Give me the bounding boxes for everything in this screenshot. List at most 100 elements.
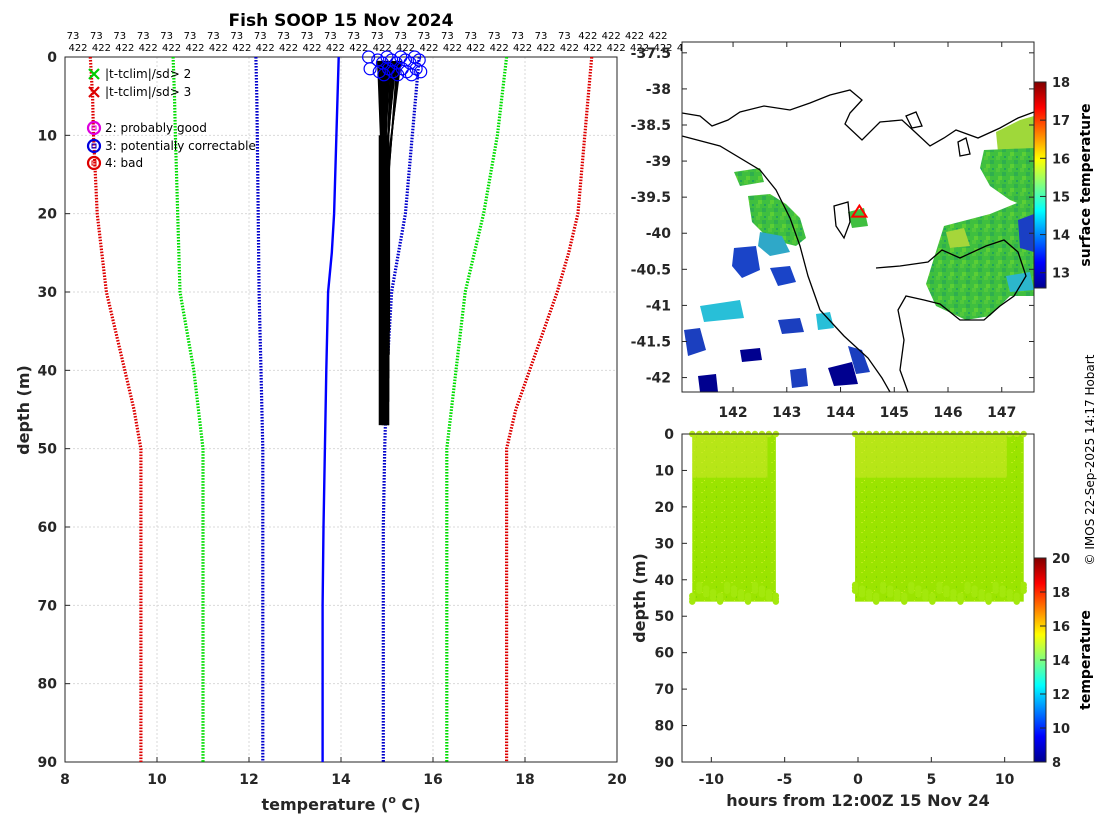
profile-count-label: 422 bbox=[607, 43, 626, 54]
profile-band bbox=[377, 60, 402, 426]
y-tick-label: 80 bbox=[38, 677, 58, 693]
profile-count-label: 422 bbox=[373, 43, 392, 54]
x-ticks: 8 10 12 14 16 18 20 bbox=[60, 757, 627, 788]
section-y-tick-label: 50 bbox=[655, 609, 675, 625]
profile-count-label: 422 bbox=[625, 31, 644, 42]
section-colorbar-ticks: 8 10 12 14 16 18 20 bbox=[1040, 552, 1070, 771]
profile-count-label: 422 bbox=[648, 31, 667, 42]
profile-count-label: 422 bbox=[232, 43, 251, 54]
section-point bbox=[936, 581, 943, 589]
profile-count-label: 73 bbox=[207, 31, 220, 42]
section-point bbox=[929, 592, 936, 600]
map-y-tick-label: -39.5 bbox=[631, 190, 671, 206]
profile-count-label: 422 bbox=[349, 43, 368, 54]
y-tick-label: 50 bbox=[38, 442, 58, 458]
profile-count-label: 73 bbox=[418, 31, 431, 42]
y-ticks: 0 10 20 30 40 50 60 70 80 90 bbox=[38, 50, 70, 771]
map-y-tick-label: -39 bbox=[646, 154, 671, 170]
section-point bbox=[908, 581, 915, 589]
section-point bbox=[992, 581, 999, 589]
section-point bbox=[737, 588, 745, 596]
colorbar-tick-label: 17 bbox=[1052, 114, 1070, 129]
series-clim-1sd bbox=[254, 56, 265, 762]
colorbar-tick-label: 13 bbox=[1052, 267, 1070, 282]
profile-count-label: 422 bbox=[209, 43, 228, 54]
profile-count-label: 73 bbox=[90, 31, 103, 42]
section-x-tick-label: -5 bbox=[777, 772, 793, 788]
profile-count-label: 422 bbox=[279, 43, 298, 54]
section-block bbox=[689, 430, 780, 605]
profile-count-label: 422 bbox=[602, 31, 621, 42]
profile-count-label: 422 bbox=[513, 43, 532, 54]
section-y-ticks: 0 10 20 30 40 50 60 70 80 90 bbox=[655, 427, 687, 771]
section-point bbox=[901, 592, 908, 600]
section-x-tick-label: -10 bbox=[699, 772, 725, 788]
section-point bbox=[1013, 592, 1020, 600]
section-y-tick-label: 40 bbox=[655, 573, 675, 589]
profile-count-label: 422 bbox=[490, 43, 509, 54]
coastline-king-island bbox=[833, 201, 851, 240]
legend-square-marker bbox=[91, 143, 97, 149]
legend: |t-tclim|/sd> 2 |t-tclim|/sd> 3 2: probabl… bbox=[86, 67, 256, 171]
profile-count-label: 73 bbox=[67, 31, 80, 42]
section-x-tick-label: 5 bbox=[926, 772, 936, 788]
profile-count-label: 73 bbox=[464, 31, 477, 42]
legend-circle-marker bbox=[86, 138, 102, 154]
series-clim-3sd bbox=[88, 56, 143, 762]
chart-title: Fish SOOP 15 Nov 2024 bbox=[229, 11, 454, 31]
colorbar-tick-label: 8 bbox=[1052, 756, 1061, 771]
series-layer bbox=[88, 50, 594, 762]
sst-patch-scatter-3 bbox=[740, 348, 762, 362]
y-axis-label: depth (m) bbox=[14, 365, 33, 455]
profile-count-label: 73 bbox=[254, 31, 267, 42]
section-point bbox=[858, 585, 866, 592]
profile-count-label: 422 bbox=[443, 43, 462, 54]
profile-count-label: 73 bbox=[160, 31, 173, 42]
x-tick-label: 18 bbox=[515, 772, 534, 788]
flag-marker bbox=[414, 65, 428, 79]
section-point bbox=[689, 592, 696, 600]
sst-patch-bottom bbox=[828, 362, 858, 386]
map-x-tick-label: 142 bbox=[718, 405, 747, 421]
sst-patch-blue-1 bbox=[732, 246, 760, 278]
section-x-axis-label: hours from 12:00Z 15 Nov 24 bbox=[726, 791, 989, 810]
map-y-tick-label: -40.5 bbox=[631, 262, 671, 278]
profile-count-label: 422 bbox=[68, 43, 87, 54]
section-point bbox=[865, 588, 873, 596]
coastline-tasmania bbox=[875, 239, 1027, 393]
profile-count-label: 422 bbox=[419, 43, 438, 54]
map-y-tick-label: -38 bbox=[646, 82, 671, 98]
map-y-tick-label: -38.5 bbox=[631, 118, 671, 134]
legend-item: |t-tclim|/sd> 2 bbox=[88, 67, 191, 81]
colorbar-tick-label: 15 bbox=[1052, 190, 1070, 205]
colorbar-tick-label: 16 bbox=[1052, 620, 1070, 635]
section-point bbox=[915, 585, 922, 592]
y-tick-label: 70 bbox=[38, 598, 58, 614]
legend-square-marker bbox=[91, 125, 97, 131]
profile-core bbox=[378, 135, 390, 426]
section-y-tick-label: 30 bbox=[655, 536, 675, 552]
section-data bbox=[689, 430, 1027, 605]
section-x-tick-label: 10 bbox=[995, 772, 1015, 788]
section-y-tick-label: 90 bbox=[655, 755, 675, 771]
legend-label: 4: bad bbox=[105, 156, 143, 170]
profile-count-label: 422 bbox=[92, 43, 111, 54]
x-tick-label: 12 bbox=[239, 772, 258, 788]
sst-patch-lowerleft bbox=[684, 328, 706, 356]
map-x-tick-label: 146 bbox=[933, 405, 962, 421]
sst-patch-scatter-2 bbox=[816, 312, 834, 330]
section-point bbox=[696, 581, 703, 589]
map-x-tick-label: 144 bbox=[826, 405, 855, 421]
section-point bbox=[999, 585, 1006, 592]
colorbar-tick-label: 14 bbox=[1052, 654, 1070, 669]
y-tick-label: 30 bbox=[38, 285, 58, 301]
section-x-ticks: -10 -5 0 5 10 bbox=[699, 757, 1015, 788]
y-tick-label: 60 bbox=[38, 520, 58, 536]
legend-square-marker bbox=[91, 160, 97, 166]
sst-patch-ne bbox=[980, 148, 1034, 210]
sst-pixels bbox=[684, 116, 1034, 392]
section-point bbox=[894, 588, 901, 596]
profile-count-label: 422 bbox=[302, 43, 321, 54]
section-point bbox=[772, 592, 780, 600]
map-colorbar-ticks: 13 14 15 16 17 18 bbox=[1040, 76, 1070, 282]
